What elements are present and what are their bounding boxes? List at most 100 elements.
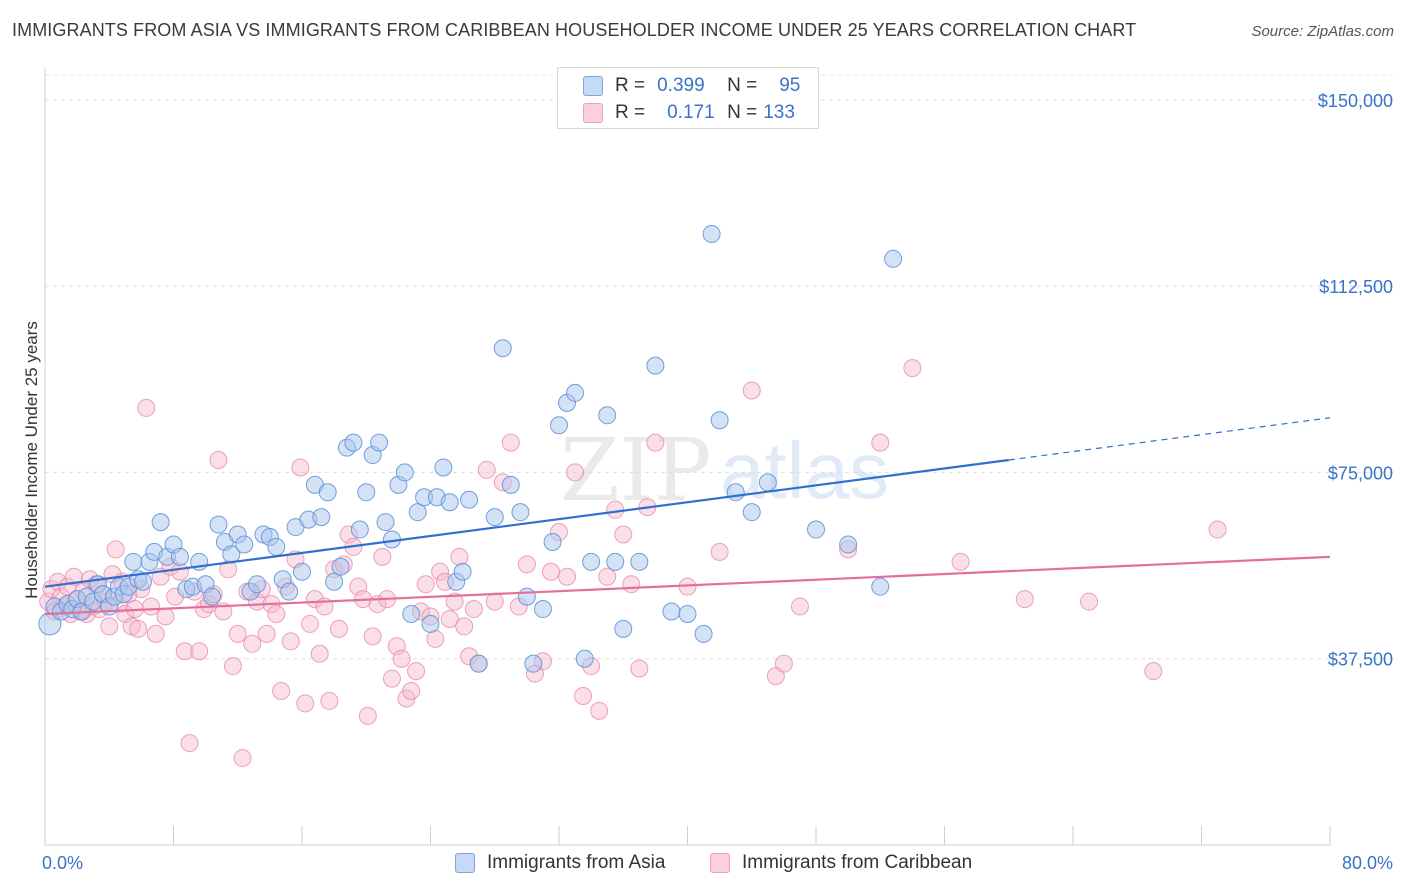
caribbean-point	[223, 657, 242, 676]
correlation-legend: R = 0.399 N = 95 R = 0.171 N = 133	[557, 67, 819, 129]
asia-legend-swatch	[455, 853, 475, 873]
asia-point	[646, 356, 665, 375]
watermark-zip: ZIP	[560, 421, 712, 521]
caribbean-point	[1015, 590, 1034, 609]
asia-point	[524, 654, 543, 673]
caribbean-point	[501, 433, 520, 452]
caribbean-point	[281, 632, 300, 651]
caribbean-point	[243, 634, 262, 653]
asia-point	[839, 535, 858, 554]
caribbean-point	[455, 617, 474, 636]
asia-point	[408, 503, 427, 522]
r-value: 0.171	[667, 102, 715, 123]
asia-point	[550, 416, 568, 435]
n-value: 133	[763, 102, 795, 123]
caribbean-point	[445, 592, 464, 611]
caribbean-point	[146, 624, 165, 643]
caribbean-legend-label: Immigrants from Caribbean	[742, 852, 973, 873]
asia-point	[440, 493, 459, 512]
caribbean-point	[903, 359, 922, 378]
caribbean-point	[541, 562, 560, 581]
caribbean-point	[180, 734, 199, 753]
asia-point	[402, 605, 421, 623]
caribbean-point	[646, 433, 665, 452]
caribbean-point	[310, 644, 329, 663]
caribbean-point	[291, 458, 310, 477]
axes	[44, 68, 1331, 846]
caribbean-point	[485, 592, 504, 611]
asia-legend-label: Immigrants from Asia	[487, 852, 666, 873]
asia-point	[575, 649, 594, 668]
y-tick-label: $150,000	[1318, 91, 1393, 111]
asia-point	[344, 433, 363, 452]
asia-point	[630, 552, 649, 571]
asia-trend-line	[44, 458, 1009, 588]
r-label: R =	[615, 75, 646, 96]
asia-trend-extension	[1008, 417, 1331, 461]
asia-point	[280, 582, 299, 601]
caribbean-point	[774, 654, 793, 673]
asia-point	[357, 483, 376, 502]
legend-item-asia: Immigrants from Asia	[455, 852, 665, 874]
chart-title: IMMIGRANTS FROM ASIA VS IMMIGRANTS FROM …	[12, 20, 1137, 40]
caribbean-point	[257, 624, 276, 643]
caribbean-point	[373, 547, 392, 566]
asia-point	[493, 339, 512, 358]
x-tick-label: 0.0%	[42, 853, 83, 873]
asia-point	[453, 562, 472, 581]
asia-point	[678, 605, 697, 623]
caribbean-point	[742, 381, 761, 400]
caribbean-point	[1144, 662, 1163, 681]
asia-point	[267, 537, 286, 556]
asia-point	[598, 406, 617, 425]
caribbean-point	[296, 694, 315, 713]
asia-point	[331, 557, 350, 576]
series-caribbean-points	[39, 359, 1227, 768]
n-value: 95	[779, 75, 801, 96]
asia-point	[694, 624, 713, 643]
caribbean-point	[1208, 520, 1227, 539]
caribbean-swatch	[583, 103, 603, 123]
asia-point	[758, 473, 777, 492]
caribbean-point	[558, 567, 577, 586]
asia-point	[293, 562, 311, 581]
caribbean-point	[129, 619, 148, 638]
asia-point	[726, 483, 745, 502]
caribbean-point	[363, 627, 382, 646]
asia-point	[485, 508, 504, 527]
caribbean-point	[871, 433, 890, 452]
caribbean-point	[477, 460, 496, 479]
asia-point	[209, 515, 228, 534]
caribbean-point	[190, 642, 209, 661]
axis-labels: $37,500 $75,000 $112,500 $150,000 0.0% 80.0% H…	[22, 91, 1393, 873]
caribbean-point	[440, 609, 459, 628]
asia-point	[742, 503, 761, 522]
asia-point	[370, 433, 389, 452]
caribbean-point	[301, 614, 320, 633]
caribbean-point	[233, 749, 252, 768]
caribbean-point	[64, 567, 83, 586]
caribbean-point	[320, 691, 339, 710]
asia-point	[395, 463, 414, 482]
caribbean-point	[1080, 592, 1099, 611]
watermark-atlas: atlas	[720, 426, 889, 515]
asia-point	[151, 513, 170, 532]
asia-point	[350, 520, 369, 539]
caribbean-point	[464, 600, 483, 619]
caribbean-point	[106, 540, 125, 559]
caribbean-point	[267, 605, 286, 623]
r-value: 0.399	[657, 75, 705, 96]
n-label: N =	[727, 75, 758, 96]
legend-row-caribbean: R = 0.171 N = 133	[558, 100, 795, 126]
legend-item-caribbean: Immigrants from Caribbean	[710, 852, 972, 874]
asia-point	[533, 600, 552, 619]
asia-point	[606, 552, 625, 571]
caribbean-point	[228, 624, 247, 643]
asia-point	[124, 552, 143, 571]
caribbean-point	[209, 451, 228, 469]
asia-point	[469, 654, 488, 673]
caribbean-point	[566, 463, 585, 482]
caribbean-point	[622, 575, 641, 594]
y-tick-label: $75,000	[1328, 463, 1393, 483]
y-tick-label: $112,500	[1319, 277, 1393, 297]
